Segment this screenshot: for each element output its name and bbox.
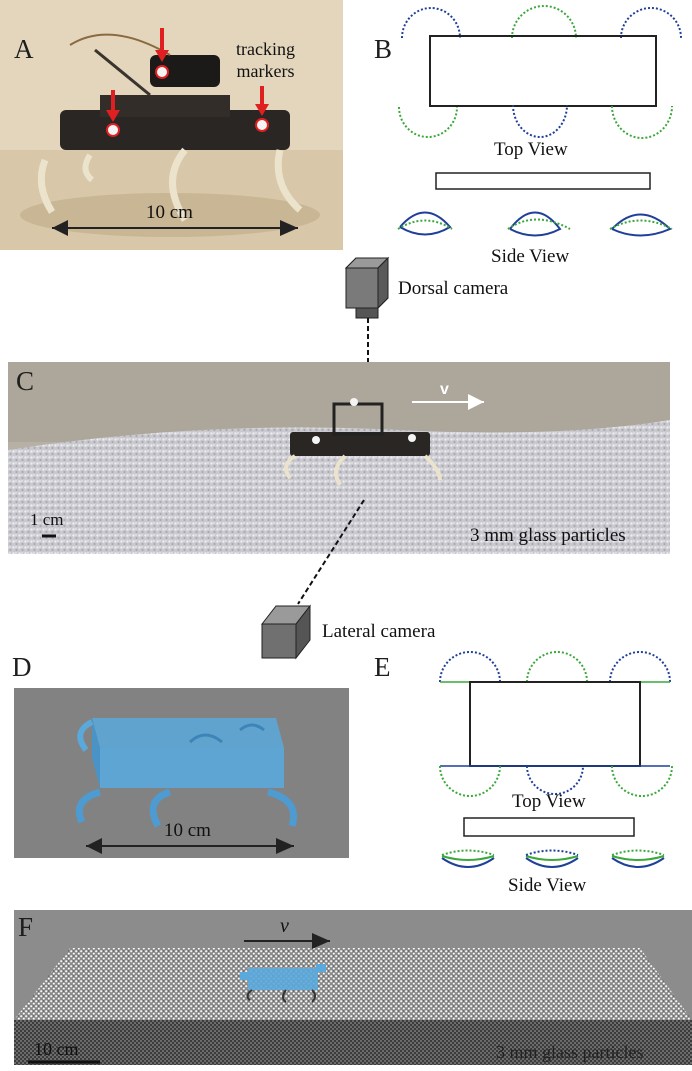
marker-arrows [106,28,269,122]
leg-trajectory [401,7,461,39]
robot-body [290,432,430,456]
panel-letter-c: C [16,366,35,396]
camera-lens [355,307,379,319]
lateral-camera [260,499,365,660]
body-top-view [429,35,657,107]
sim-leg [267,788,297,828]
body-top-view [469,681,641,767]
panel-a-photo [0,0,343,250]
panel-c-medium-label: 3 mm glass particles [470,525,626,546]
sim-body [92,718,284,748]
leg-trajectory [511,5,577,39]
panel-b-top-view-label: Top View [494,139,568,160]
side-view-legs [441,849,665,868]
sim-leg [75,788,102,824]
robot-leg [37,158,56,214]
panel-letter-f: F [18,912,34,942]
panel-b-side-view-label: Side View [491,246,570,267]
robot-leg [169,147,189,222]
panel-b-schematic [397,5,682,237]
panel-e-top-view-label: Top View [512,791,586,812]
lateral-camera-label: Lateral camera [322,621,436,642]
sim-robot [248,968,318,990]
panel-e-schematic [439,651,673,868]
tracking-marker [255,118,269,132]
lateral-sightline [297,499,365,605]
panel-f-simulation [14,910,692,1065]
dorsal-camera [344,256,390,398]
panel-d-simulation [14,688,349,858]
panel-e-side-view-label: Side View [508,875,587,896]
dorsal-camera-label: Dorsal camera [398,278,509,299]
leg-trajectory [620,7,682,39]
panel-f-medium-label: 3 mm glass particles [496,1042,644,1062]
body-side-view [435,172,651,190]
side-view-legs [397,211,673,237]
panel-letter-b: B [374,34,393,64]
tracking-markers-label: tracking markers [236,39,295,81]
robot-body [60,110,290,150]
body-side-view [463,817,635,837]
panel-letter-d: D [12,652,32,682]
tracking-marker [155,65,169,79]
panel-letter-a: A [14,34,34,64]
panel-f-velocity-label: v [280,915,289,937]
robot-leg [274,149,303,213]
panel-letter-e: E [374,652,391,682]
panel-f-scale-label: 10 cm [34,1039,79,1059]
panel-c-photo [8,362,670,554]
panel-c-scale-label: 1 cm [30,510,64,529]
sim-leg [149,788,172,828]
panel-c-velocity-label: v [440,381,449,398]
tracking-marker [106,123,120,137]
panel-d-scale-label: 10 cm [164,820,211,841]
panel-a-scale-label: 10 cm [146,202,193,223]
